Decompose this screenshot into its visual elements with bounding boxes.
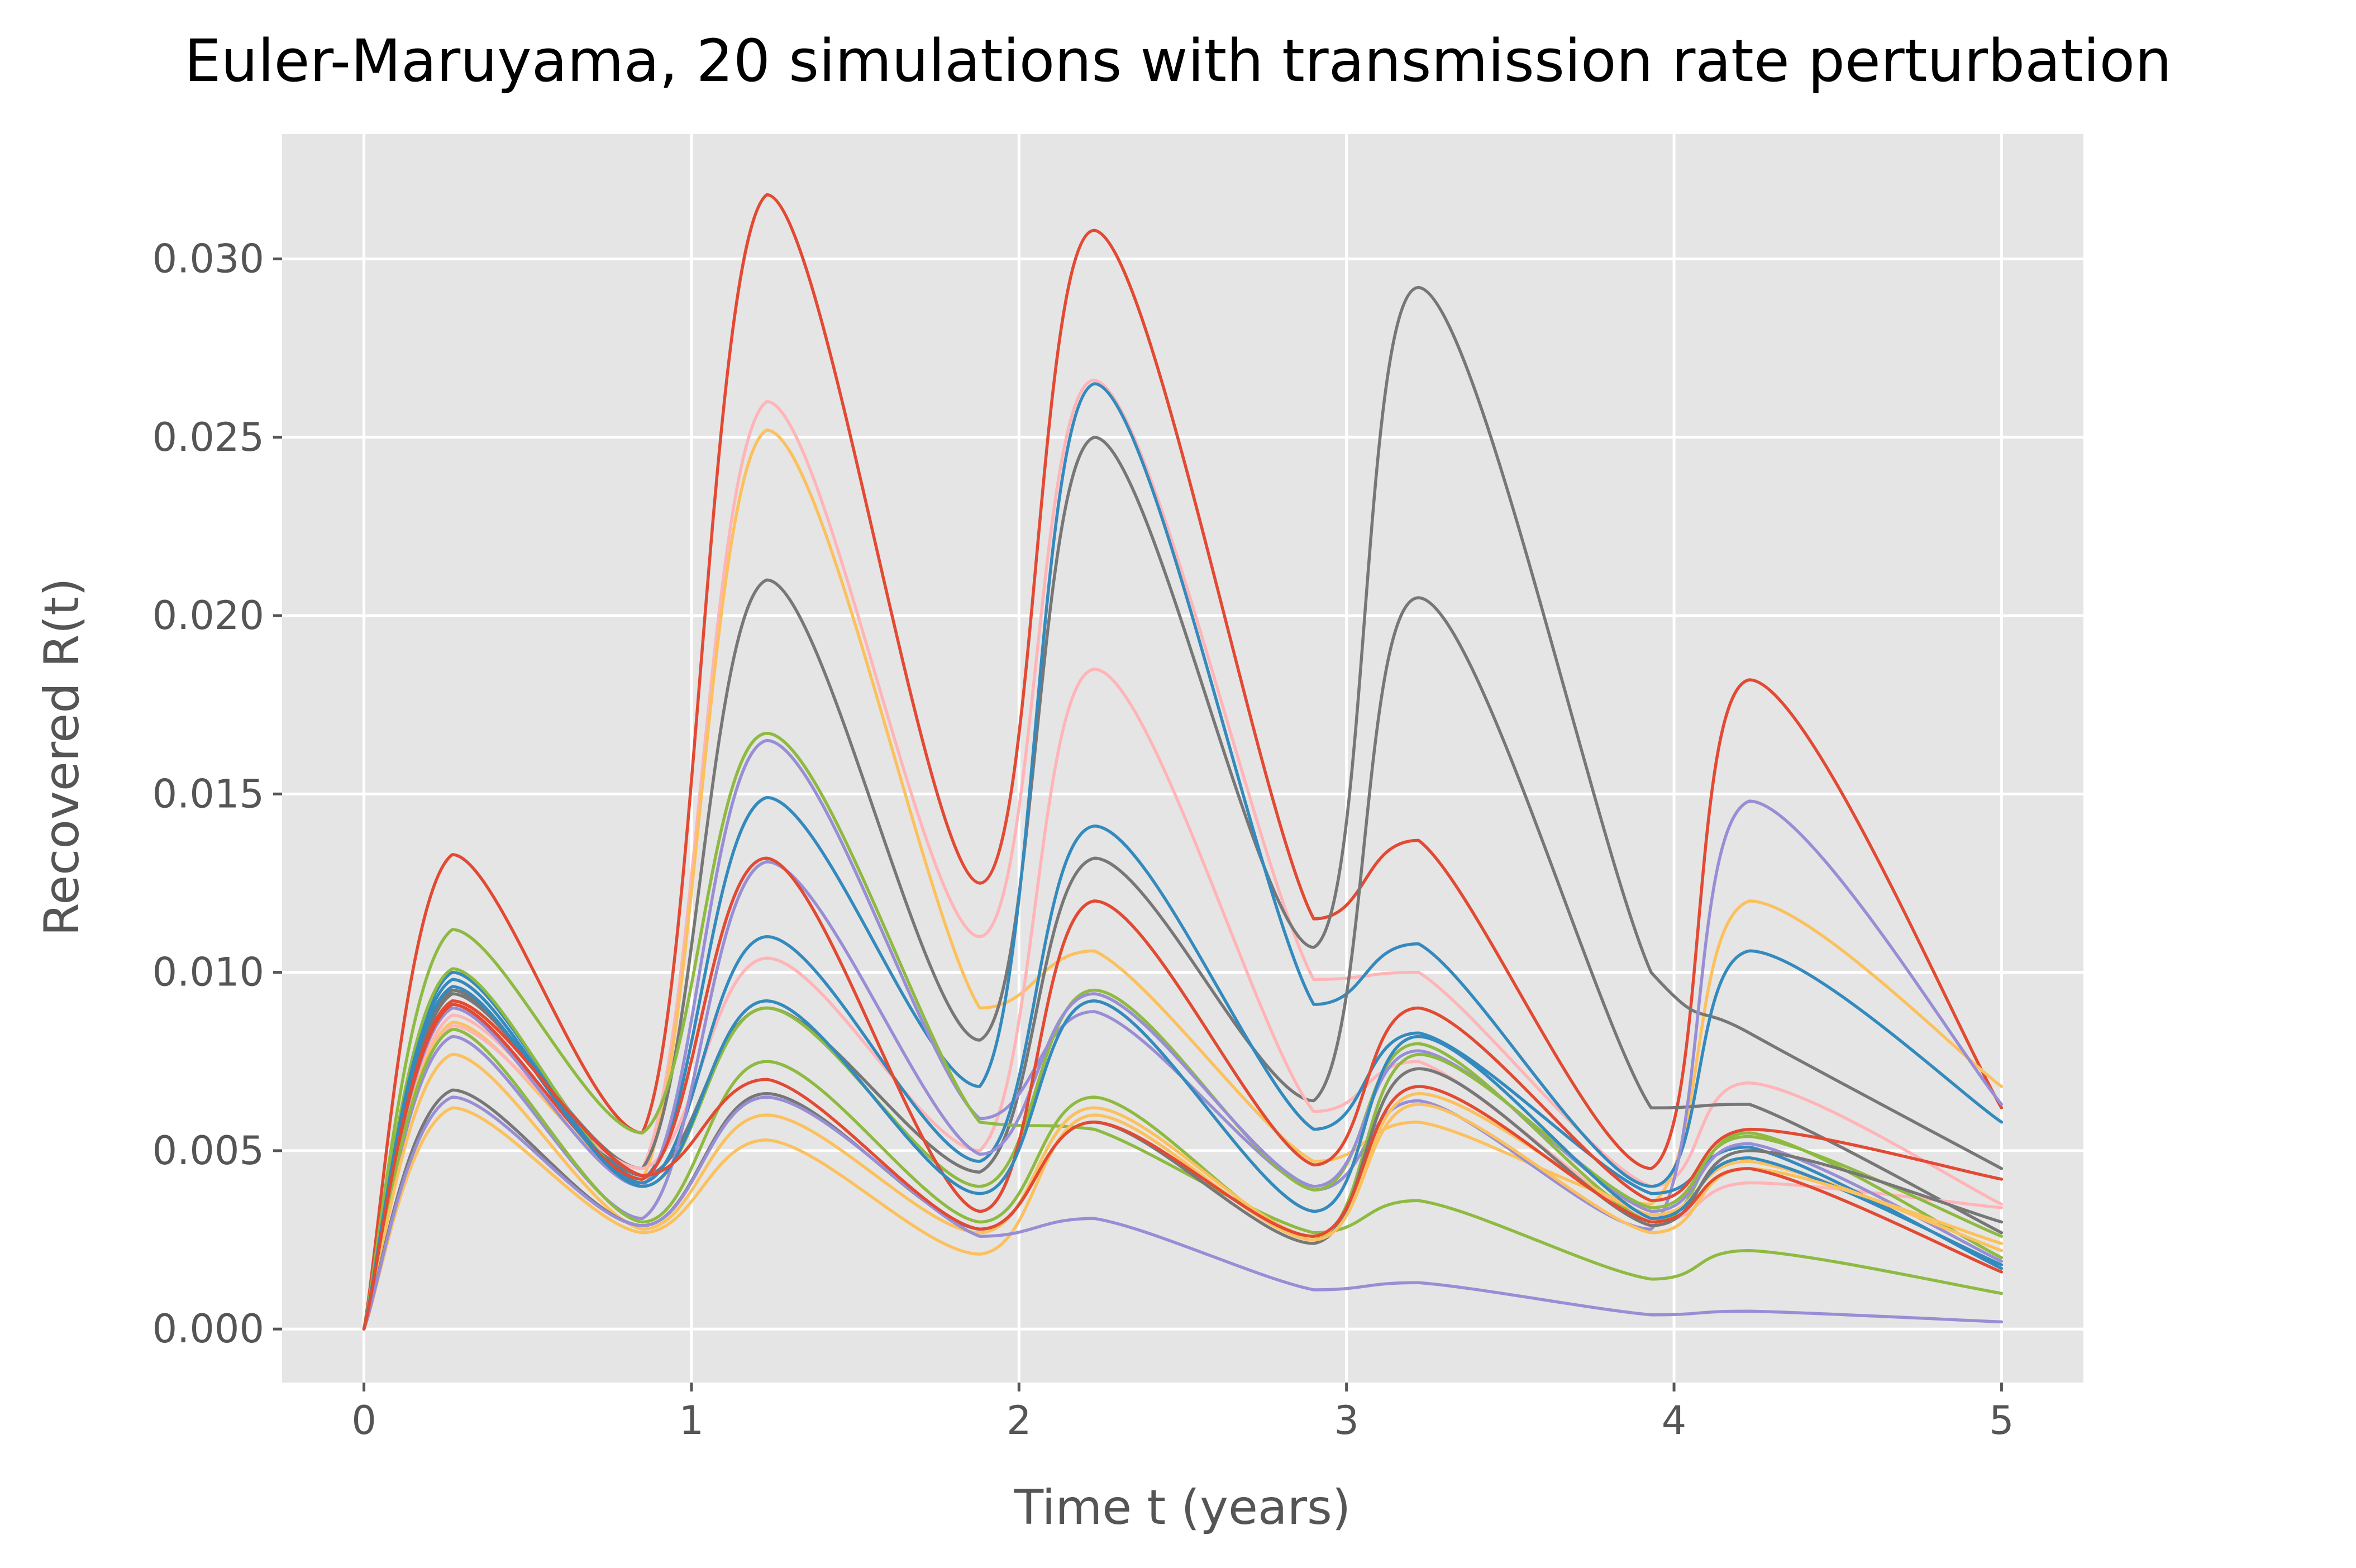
y-tick-label: 0.030: [152, 236, 264, 282]
series-line-20: [362, 999, 2004, 1331]
series-line-16: [362, 985, 2004, 1331]
y-tick-label: 0.005: [152, 1128, 264, 1174]
y-axis: 0.000 0.005 0.010 0.015 0.020 0.025 0.030: [152, 236, 282, 1352]
x-tick-label: 2: [1007, 1398, 1032, 1443]
y-tick-label: 0.000: [152, 1306, 264, 1352]
x-tick-label: 5: [1989, 1398, 2014, 1443]
series-line-1: [362, 193, 2004, 1331]
series-layer: [362, 193, 2004, 1331]
y-tick-label: 0.015: [152, 771, 264, 817]
x-axis: 0 1 2 3 4 5: [351, 1383, 2014, 1443]
x-tick-label: 3: [1334, 1398, 1359, 1443]
series-line-14: [362, 1028, 2004, 1331]
x-axis-label: Time t (years): [1014, 1480, 1351, 1536]
series-line-18: [362, 1103, 2004, 1331]
x-tick-label: 1: [679, 1398, 704, 1443]
series-line-15: [362, 1052, 2004, 1331]
series-line-9: [362, 732, 2004, 1331]
chart-title: Euler-Maruyama, 20 simulations with tran…: [184, 27, 2172, 95]
series-line-8: [362, 738, 2004, 1331]
y-axis-label: Recovered R(t): [34, 578, 90, 936]
series-line-19: [362, 1095, 2004, 1331]
x-tick-label: 4: [1662, 1398, 1687, 1443]
y-tick-label: 0.010: [152, 950, 264, 995]
y-tick-label: 0.020: [152, 593, 264, 638]
gridlines: [282, 134, 2083, 1383]
plot-area: [282, 134, 2083, 1383]
x-tick-label: 0: [351, 1398, 376, 1443]
y-tick-label: 0.025: [152, 414, 264, 460]
